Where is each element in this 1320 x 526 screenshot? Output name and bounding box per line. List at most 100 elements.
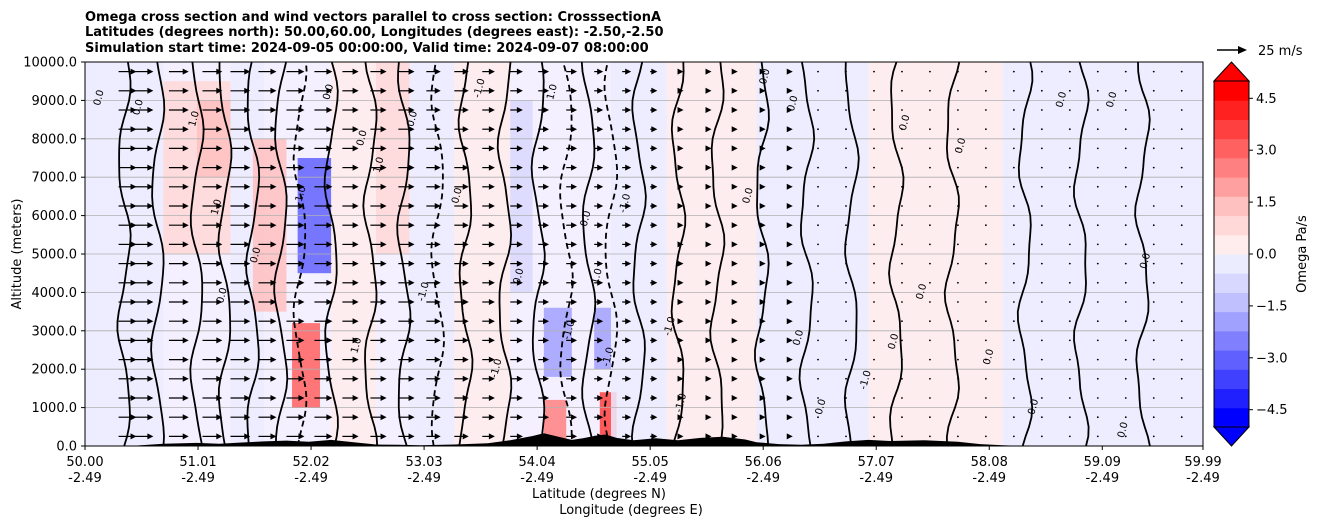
contour-label: 0.0 bbox=[92, 89, 107, 107]
colorbar-extend-min bbox=[1212, 426, 1251, 447]
x-tick-label-lon: -2.49 bbox=[520, 471, 554, 486]
contour-label: 1.0 bbox=[590, 267, 605, 285]
wind-vector-head bbox=[182, 337, 189, 344]
wind-vector-head bbox=[516, 203, 523, 209]
wind-vector-head bbox=[786, 107, 793, 113]
wind-vector-head bbox=[216, 107, 223, 113]
wind-vector bbox=[1068, 301, 1071, 303]
contour-label: 0.0 bbox=[758, 68, 773, 86]
wind-vector bbox=[1124, 128, 1127, 131]
wind-vector bbox=[957, 243, 959, 246]
wind-vector-head bbox=[543, 87, 550, 94]
wind-vector bbox=[901, 416, 903, 419]
wind-vector bbox=[1040, 416, 1043, 419]
wind-vector-head bbox=[434, 279, 441, 286]
wind-vector bbox=[1096, 339, 1099, 342]
wind-vector bbox=[1096, 109, 1099, 111]
contour-label: 1.0 bbox=[349, 336, 364, 354]
wind-vector bbox=[873, 281, 875, 284]
wind-vector bbox=[1040, 224, 1043, 227]
wind-vector bbox=[1180, 147, 1183, 150]
wind-vector-head bbox=[677, 68, 684, 75]
wind-vector-head bbox=[434, 241, 441, 248]
contour-label: -1.0 bbox=[662, 315, 678, 337]
colorbar-segment bbox=[1214, 273, 1249, 293]
contour-label: 1.0 bbox=[372, 156, 387, 174]
wind-vector-head bbox=[625, 356, 632, 363]
wind-vector-head bbox=[130, 68, 137, 75]
x-tick-label-lon: -2.49 bbox=[859, 471, 893, 486]
contour-line bbox=[709, 62, 726, 446]
wind-vector-head bbox=[130, 145, 137, 152]
wind-vector-head bbox=[326, 279, 333, 286]
wind-vector-head bbox=[130, 375, 137, 382]
wind-vector-head bbox=[677, 260, 684, 267]
y-axis-label: Altitude (meters) bbox=[10, 199, 25, 310]
wind-vector-head bbox=[298, 203, 305, 209]
wind-vector bbox=[1096, 205, 1099, 207]
wind-vector bbox=[957, 147, 959, 150]
wind-vector-head bbox=[488, 68, 495, 75]
wind-vector-head bbox=[543, 107, 550, 113]
wind-vector bbox=[1068, 185, 1071, 188]
wind-vector-head bbox=[408, 241, 415, 248]
wind-vector-head bbox=[270, 145, 277, 152]
wind-vector-head bbox=[147, 87, 154, 94]
wind-vector bbox=[1096, 301, 1099, 303]
wind-vector-head bbox=[434, 395, 441, 401]
wind-vector bbox=[817, 224, 819, 227]
wind-vector bbox=[1180, 185, 1183, 188]
wind-vector-head bbox=[571, 337, 578, 344]
wind-vector-head bbox=[625, 414, 632, 421]
wind-vector bbox=[873, 205, 875, 207]
wind-vector-head bbox=[651, 68, 658, 75]
wind-vector bbox=[957, 320, 959, 323]
wind-vector bbox=[1124, 109, 1127, 111]
wind-vector bbox=[929, 224, 931, 227]
wind-vector-head bbox=[352, 87, 359, 94]
x-tick-label-lat: 50.00 bbox=[66, 455, 103, 470]
colorbar-segment bbox=[1214, 292, 1249, 313]
wind-vector-head bbox=[759, 68, 766, 75]
wind-vector-head bbox=[705, 87, 712, 94]
wind-vector bbox=[1068, 166, 1071, 169]
contour-label: 0.0 bbox=[1116, 421, 1131, 439]
wind-vector-head bbox=[677, 222, 684, 229]
wind-vector bbox=[1180, 377, 1183, 380]
wind-vector-head bbox=[462, 183, 469, 190]
wind-vector-head bbox=[597, 87, 604, 94]
wind-vector-head bbox=[786, 414, 793, 421]
wind-vector-head bbox=[625, 433, 632, 440]
wind-vector bbox=[1152, 109, 1155, 111]
wind-vector bbox=[845, 377, 847, 380]
contour-label: -1.0 bbox=[562, 319, 578, 341]
wind-vector-head bbox=[462, 203, 469, 209]
wind-vector-head bbox=[434, 414, 441, 421]
wind-vector bbox=[984, 128, 987, 131]
wind-vector-head bbox=[625, 222, 632, 229]
wind-vector-head bbox=[244, 279, 251, 286]
wind-vector-head bbox=[326, 433, 333, 440]
contour-line bbox=[496, 62, 513, 446]
contour-label: 0.0 bbox=[887, 333, 902, 351]
contour-line bbox=[430, 62, 446, 446]
wind-vector bbox=[929, 205, 931, 207]
wind-vector bbox=[957, 205, 959, 207]
contour-label: 0.0 bbox=[450, 187, 465, 205]
wind-vector bbox=[817, 397, 819, 399]
wind-vector-head bbox=[130, 299, 137, 305]
wind-vector-head bbox=[352, 414, 359, 421]
wind-vector-head bbox=[270, 318, 277, 325]
wind-vector-head bbox=[380, 68, 387, 75]
wind-vector-head bbox=[488, 183, 495, 190]
wind-vector bbox=[1012, 89, 1015, 92]
y-axis: 0.0 1000.0 2000.0 3000.0 4000.0 5000.0 6000.0 7… bbox=[23, 56, 85, 455]
contour-label: -1.0 bbox=[601, 346, 617, 368]
wind-vector-head bbox=[270, 414, 277, 421]
wind-vector bbox=[1152, 166, 1155, 169]
wind-vector-head bbox=[543, 203, 550, 209]
wind-vector bbox=[873, 185, 875, 188]
wind-vector-head bbox=[597, 318, 604, 325]
wind-vector-head bbox=[516, 107, 523, 113]
wind-vector-head bbox=[147, 260, 154, 267]
